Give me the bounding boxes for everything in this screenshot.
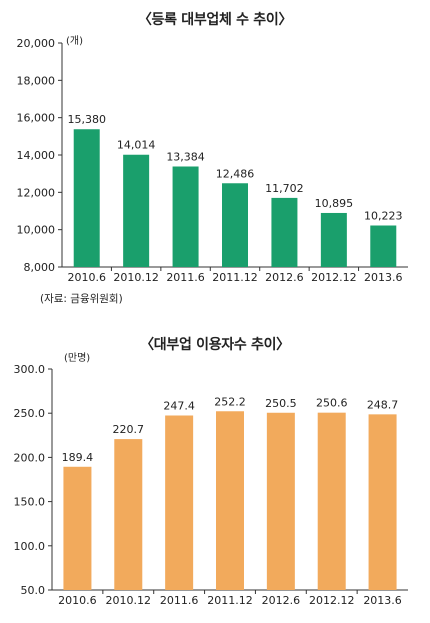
bar-2010.6 (73, 129, 100, 267)
data-label: 220.7 (113, 423, 145, 436)
bar-2012.6 (271, 197, 298, 267)
data-label: 252.2 (214, 395, 246, 408)
bar-2011.6 (165, 415, 194, 590)
y-tick-label: 14,000 (17, 149, 56, 162)
y-tick-label: 100.0 (14, 540, 46, 553)
y-unit-label: (개) (66, 35, 83, 47)
x-tick-label: 2011.6 (166, 271, 205, 284)
y-tick-label: 8,000 (24, 261, 56, 274)
x-tick-label: 2011.12 (212, 271, 258, 284)
chart-title-registered-lenders: 〈등록 대부업체 수 추이〉 (137, 12, 293, 28)
x-tick-label: 2012.12 (309, 594, 355, 607)
y-tick-label: 16,000 (17, 112, 56, 125)
bar-2012.12 (317, 412, 346, 590)
x-tick-label: 2012.12 (311, 271, 357, 284)
x-tick-label: 2010.12 (113, 271, 159, 284)
y-tick-label: 250.0 (14, 407, 46, 420)
data-label: 11,702 (265, 182, 304, 195)
y-unit-label: (만명) (64, 352, 90, 364)
data-label: 12,486 (216, 167, 255, 180)
y-tick-label: 200.0 (14, 451, 46, 464)
data-label: 14,014 (117, 139, 156, 152)
y-tick-label: 18,000 (17, 74, 56, 87)
x-tick-label: 2010.6 (67, 271, 106, 284)
data-label: 248.7 (367, 398, 399, 411)
x-tick-label: 2010.6 (58, 594, 97, 607)
bar-2011.12 (222, 183, 248, 267)
data-label: 10,895 (315, 197, 354, 210)
x-tick-label: 2013.6 (363, 594, 402, 607)
bar-2012.12 (320, 212, 347, 267)
x-tick-label: 2010.12 (106, 594, 152, 607)
data-label: 247.4 (163, 399, 195, 412)
y-tick-label: 300.0 (14, 363, 46, 376)
bar-2010.12 (114, 439, 143, 590)
x-tick-label: 2013.6 (364, 271, 403, 284)
data-label: 250.5 (265, 397, 297, 410)
bar-2013.6 (368, 414, 397, 590)
bar-2013.6 (370, 225, 397, 267)
x-tick-label: 2012.6 (262, 594, 301, 607)
source-note: (자료: 금융위원회) (40, 293, 123, 305)
bar-2010.6 (63, 466, 92, 590)
y-tick-label: 50.0 (21, 584, 46, 597)
y-tick-label: 12,000 (17, 186, 56, 199)
data-label: 15,380 (67, 113, 106, 126)
y-tick-label: 10,000 (17, 224, 56, 237)
bar-2011.6 (172, 166, 199, 267)
y-tick-label: 20,000 (17, 37, 56, 50)
registered-lenders-bar-chart: (개) 8,000 10,000 12,000 14,000 16,000 18,000 20… (17, 35, 408, 284)
data-label: 13,384 (166, 150, 205, 163)
bar-2012.6 (266, 412, 295, 590)
y-tick-label: 150.0 (14, 496, 46, 509)
x-tick-label: 2011.6 (160, 594, 199, 607)
x-tick-label: 2012.6 (265, 271, 304, 284)
chart-title-borrowers: 〈대부업 이용자수 추이〉 (140, 337, 290, 353)
data-label: 250.6 (316, 397, 348, 410)
data-label: 10,223 (364, 210, 403, 223)
bar-2010.12 (123, 154, 150, 267)
bar-2011.12 (216, 411, 244, 590)
data-label: 189.4 (62, 451, 94, 464)
x-tick-label: 2011.12 (207, 594, 253, 607)
